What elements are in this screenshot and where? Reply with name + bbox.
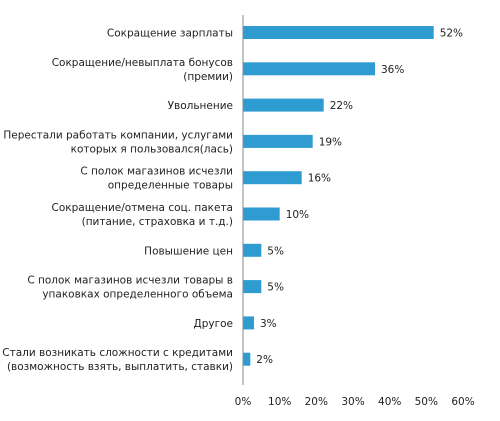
x-tick-label-40: 40% xyxy=(378,396,401,408)
bar-3 xyxy=(243,98,324,112)
category-label-line: Стали возникать сложности с кредитами xyxy=(2,347,233,359)
category-label-line: С полок магазинов исчезли товары в xyxy=(27,275,233,287)
bar-9 xyxy=(243,316,254,330)
category-label-line: С полок магазинов исчезли xyxy=(80,166,233,178)
category-label-3: Увольнение xyxy=(168,100,233,112)
category-label-7: Повышение цен xyxy=(144,245,233,257)
category-label-6: Сокращение/отмена соц. пакета (питание, с… xyxy=(52,202,233,228)
bars xyxy=(243,26,434,366)
category-label-line: (возможность взять, выплатить, ставки) xyxy=(7,361,233,373)
value-labels: 52% 36% 22% 19% 16% 10% 5% 5% 3% 2% xyxy=(256,28,463,367)
value-label-8: 5% xyxy=(267,282,284,294)
category-label-line: Увольнение xyxy=(168,100,233,112)
x-tick-label-60: 60% xyxy=(451,396,474,408)
category-label-line: которых я пользовался(лась) xyxy=(71,143,233,155)
category-label-2: Сокращение/невыплата бонусов (премии) xyxy=(52,57,233,83)
x-tick-label-50: 50% xyxy=(415,396,438,408)
category-label-line: Другое xyxy=(194,318,233,330)
x-axis-ticks: 0% 10% 20% 30% 40% 50% 60% xyxy=(235,396,475,408)
category-label-8: С полок магазинов исчезли товары в упаков… xyxy=(27,275,233,301)
category-label-10: Стали возникать сложности с кредитами (во… xyxy=(2,347,233,373)
bar-6 xyxy=(243,207,280,221)
value-label-1: 52% xyxy=(440,28,463,40)
category-label-1: Сокращение зарплаты xyxy=(107,28,233,40)
category-label-line: Сокращение/невыплата бонусов xyxy=(52,57,233,69)
category-label-line: Перестали работать компании, услугами xyxy=(3,129,233,141)
bar-5 xyxy=(243,171,302,185)
category-label-line: Повышение цен xyxy=(144,245,233,257)
category-label-5: С полок магазинов исчезли определенные то… xyxy=(80,166,233,192)
x-tick-label-10: 10% xyxy=(268,396,291,408)
bar-4 xyxy=(243,134,313,148)
bar-10 xyxy=(243,352,251,366)
category-labels: Сокращение зарплаты Сокращение/невыплата … xyxy=(2,28,233,374)
category-label-line: Сокращение/отмена соц. пакета xyxy=(52,202,233,214)
value-label-4: 19% xyxy=(319,136,342,148)
bar-1 xyxy=(243,26,434,39)
value-label-5: 16% xyxy=(308,173,331,185)
value-label-9: 3% xyxy=(260,318,277,330)
category-label-line: Сокращение зарплаты xyxy=(107,28,233,40)
category-label-9: Другое xyxy=(194,318,233,330)
category-label-line: упаковках определенного объема xyxy=(42,289,233,301)
bar-2 xyxy=(243,62,375,76)
value-label-7: 5% xyxy=(267,245,284,257)
category-label-line: (питание, страховка и т.д.) xyxy=(82,216,233,228)
bar-8 xyxy=(243,280,262,294)
x-tick-label-0: 0% xyxy=(235,396,252,408)
value-label-2: 36% xyxy=(381,64,404,76)
x-tick-label-20: 20% xyxy=(305,396,328,408)
value-label-6: 10% xyxy=(286,209,309,221)
category-label-line: (премии) xyxy=(183,71,233,83)
bar-7 xyxy=(243,243,262,257)
category-label-line: определенные товары xyxy=(108,180,233,192)
value-label-3: 22% xyxy=(330,100,353,112)
x-tick-label-30: 30% xyxy=(341,396,364,408)
value-label-10: 2% xyxy=(256,354,273,366)
category-label-4: Перестали работать компании, услугами кот… xyxy=(3,129,233,155)
